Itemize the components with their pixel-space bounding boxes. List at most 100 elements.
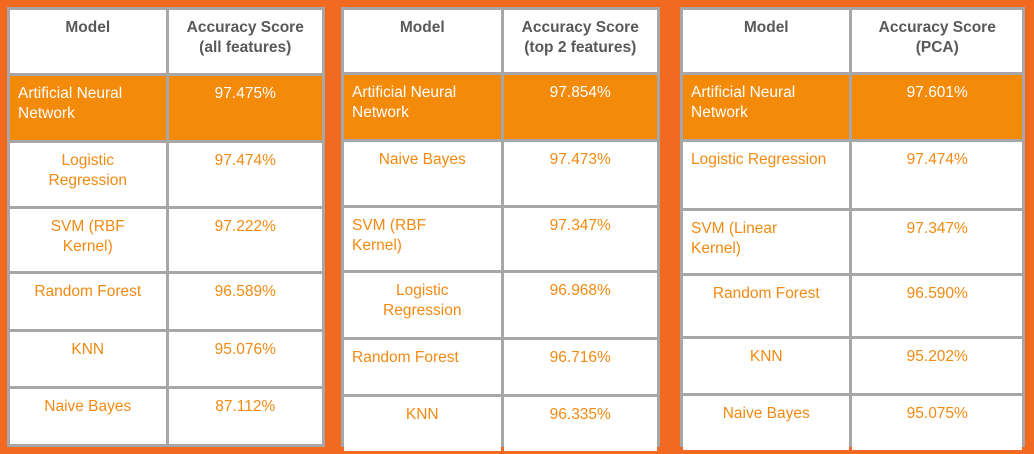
model-name-line: KNN <box>405 406 439 423</box>
accuracy-score-cell: 97.854% <box>503 75 657 139</box>
table-row-best-model: Artificial Neural Network 97.475% <box>10 75 322 141</box>
model-name-line: Kernel) <box>352 237 402 254</box>
model-name-line: Logistic Regression <box>691 151 827 168</box>
model-column-header: Model <box>344 10 501 72</box>
accuracy-score-cell: 97.474% <box>852 142 1022 208</box>
model-name-line: SVM (RBF <box>352 217 427 234</box>
model-name-line: SVM (RBF <box>50 217 125 235</box>
model-accuracy-table: Model Accuracy Score (top 2 features) Artif… <box>341 7 660 454</box>
table-row: SVM (RBF Kernel) 97.347% <box>344 208 657 270</box>
model-name-cell: SVM (RBF Kernel) <box>10 208 166 272</box>
model-name-cell: Logistic Regression <box>683 142 850 208</box>
accuracy-score-cell: 97.601% <box>852 75 1022 139</box>
model-name-cell: Naive Bayes <box>683 396 850 450</box>
model-name-cell: Artificial Neural Network <box>683 75 850 139</box>
model-name-line: Network <box>18 104 75 122</box>
table-row: SVM (RBF Kernel) 97.222% <box>10 208 322 272</box>
table-header-row: Model Accuracy Score (PCA) <box>683 10 1022 72</box>
model-name-line: Logistic <box>395 282 449 299</box>
table-header-row: Model Accuracy Score (top 2 features) <box>344 10 657 72</box>
accuracy-column-header: Accuracy Score (top 2 features) <box>503 10 657 72</box>
model-name-line: Network <box>691 104 748 121</box>
accuracy-score-cell: 97.473% <box>503 142 657 205</box>
model-name-line: Naive Bayes <box>378 151 466 168</box>
table-row: Random Forest 96.716% <box>344 340 657 394</box>
accuracy-score-cell: 97.347% <box>852 211 1022 273</box>
model-accuracy-table: Model Accuracy Score (all features) Artific… <box>7 7 325 447</box>
accuracy-score-cell: 97.222% <box>168 208 322 272</box>
accuracy-score-cell: 96.968% <box>503 273 657 337</box>
table-row: KNN 96.335% <box>344 397 657 451</box>
model-name-cell: Naive Bayes <box>344 142 501 205</box>
model-name-line: Naive Bayes <box>722 405 810 422</box>
table-row-best-model: Artificial Neural Network 97.601% <box>683 75 1022 139</box>
model-accuracy-table: Model Accuracy Score (PCA) Artificial Neura… <box>680 7 1025 453</box>
accuracy-column-header: Accuracy Score (PCA) <box>852 10 1022 72</box>
table-row: SVM (Linear Kernel) 97.347% <box>683 211 1022 273</box>
model-name-line: Regression <box>383 302 462 319</box>
model-name-cell: Random Forest <box>683 276 850 336</box>
table-row: Random Forest 96.590% <box>683 276 1022 336</box>
accuracy-score-cell: 96.335% <box>503 397 657 451</box>
model-name-line: Random Forest <box>712 285 820 302</box>
comparison-table-top-2-features: Model Accuracy Score (top 2 features) Artif… <box>341 7 660 451</box>
header-text-line: Model <box>399 19 445 36</box>
model-name-line: KNN <box>71 340 105 358</box>
model-name-cell: Naive Bayes <box>10 389 166 444</box>
accuracy-score-cell: 96.716% <box>503 340 657 394</box>
table-row: Naive Bayes 95.075% <box>683 396 1022 450</box>
model-name-cell: SVM (RBF Kernel) <box>344 208 501 270</box>
accuracy-score-cell: 97.475% <box>168 75 322 141</box>
header-text-line: Accuracy Score <box>521 19 639 36</box>
model-name-cell: KNN <box>10 331 166 387</box>
accuracy-column-header: Accuracy Score (all features) <box>168 10 322 73</box>
model-name-line: Regression <box>48 172 127 190</box>
model-name-line: Artificial Neural <box>352 84 457 101</box>
table-row: Random Forest 96.589% <box>10 274 322 329</box>
model-name-line: Artificial Neural <box>18 84 123 102</box>
accuracy-score-cell: 95.076% <box>168 331 322 387</box>
model-name-cell: Logistic Regression <box>344 273 501 337</box>
table-row-best-model: Artificial Neural Network 97.854% <box>344 75 657 139</box>
model-name-cell: Artificial Neural Network <box>10 75 166 141</box>
accuracy-score-cell: 97.347% <box>503 208 657 270</box>
model-column-header: Model <box>10 10 166 73</box>
model-name-cell: Artificial Neural Network <box>344 75 501 139</box>
table-row: Logistic Regression 97.474% <box>683 142 1022 208</box>
model-name-line: Logistic <box>61 152 115 170</box>
table-header-row: Model Accuracy Score (all features) <box>10 10 322 73</box>
model-column-header: Model <box>683 10 850 72</box>
header-text-line: (PCA) <box>915 39 959 56</box>
table-row: Logistic Regression 96.968% <box>344 273 657 337</box>
accuracy-score-cell: 95.202% <box>852 339 1022 393</box>
comparison-table-all-features: Model Accuracy Score (all features) Artific… <box>7 7 325 447</box>
model-name-line: Naive Bayes <box>44 398 132 416</box>
model-name-line: Network <box>352 104 409 121</box>
table-row: Logistic Regression 97.474% <box>10 143 322 206</box>
accuracy-score-cell: 95.075% <box>852 396 1022 450</box>
table-row: KNN 95.076% <box>10 331 322 387</box>
model-name-cell: Random Forest <box>10 274 166 329</box>
accuracy-score-cell: 87.112% <box>168 389 322 444</box>
accuracy-score-cell: 96.590% <box>852 276 1022 336</box>
header-text-line: Model <box>65 19 111 36</box>
table-row: Naive Bayes 97.473% <box>344 142 657 205</box>
table-row: Naive Bayes 87.112% <box>10 389 322 444</box>
model-name-line: SVM (Linear <box>691 220 778 237</box>
model-name-line: Kernel) <box>62 237 113 255</box>
model-name-line: KNN <box>749 348 783 365</box>
comparison-table-pca: Model Accuracy Score (PCA) Artificial Neura… <box>680 7 1025 450</box>
model-name-line: Artificial Neural <box>691 84 796 101</box>
model-name-cell: KNN <box>683 339 850 393</box>
model-name-cell: KNN <box>344 397 501 451</box>
header-text-line: (top 2 features) <box>524 39 637 56</box>
table-row: KNN 95.202% <box>683 339 1022 393</box>
accuracy-score-cell: 96.589% <box>168 274 322 329</box>
header-text-line: (all features) <box>199 39 292 56</box>
model-name-cell: Random Forest <box>344 340 501 394</box>
accuracy-score-cell: 97.474% <box>168 143 322 206</box>
header-text-line: Model <box>743 19 789 36</box>
header-text-line: Accuracy Score <box>186 19 304 36</box>
model-name-cell: Logistic Regression <box>10 143 166 206</box>
model-name-line: Random Forest <box>34 283 142 301</box>
